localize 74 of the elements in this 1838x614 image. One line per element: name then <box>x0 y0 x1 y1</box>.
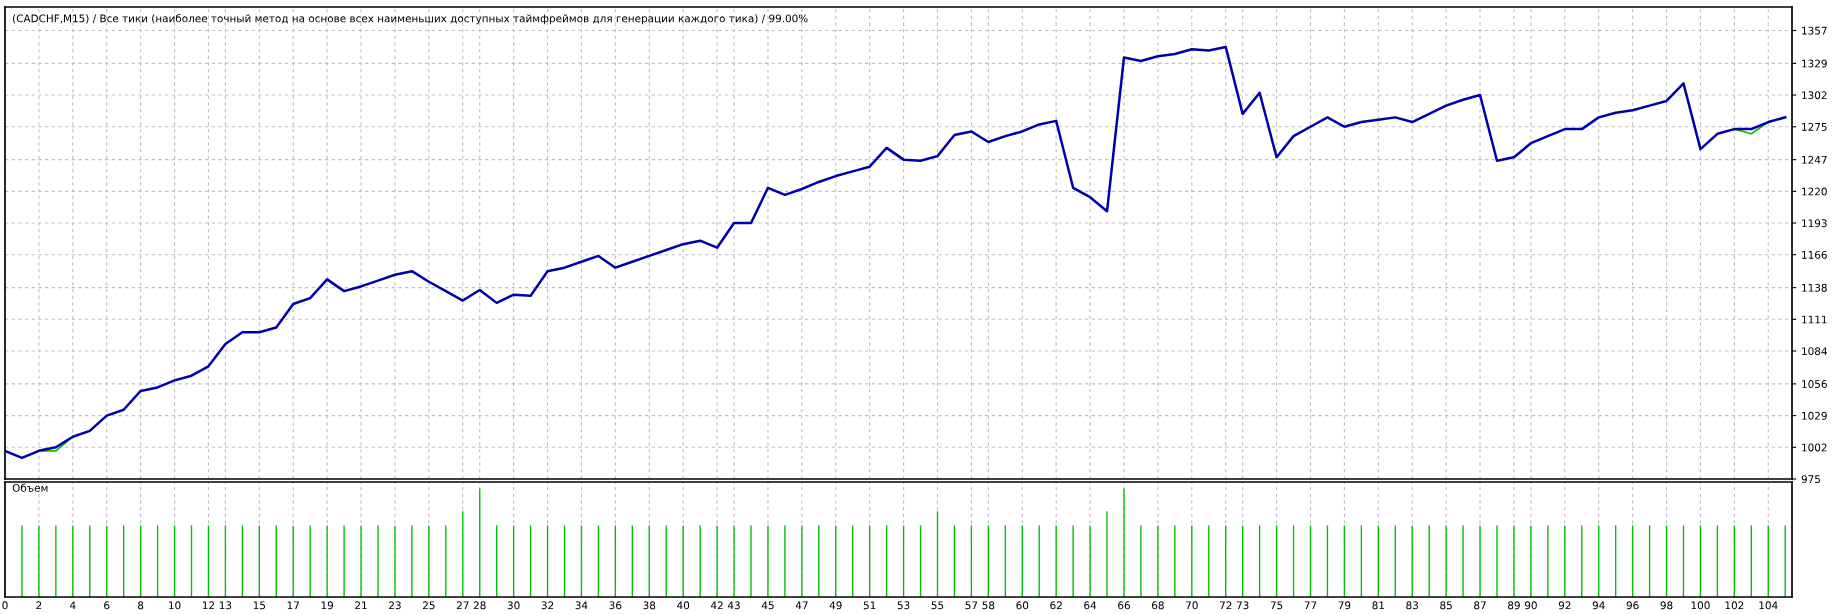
x-tick-label: 55 <box>931 601 944 610</box>
x-tick-label: 96 <box>1626 601 1639 610</box>
x-tick-label: 87 <box>1474 601 1486 610</box>
x-tick-label: 92 <box>1558 601 1571 610</box>
x-tick-label: 45 <box>761 601 774 610</box>
x-tick-label: 34 <box>575 601 588 610</box>
x-tick-label: 89 <box>1508 601 1520 610</box>
x-tick-label: 17 <box>287 601 299 610</box>
y-tick-label: 1193 <box>1802 219 1827 228</box>
x-tick-label: 85 <box>1440 601 1452 610</box>
y-tick-label: 1002 <box>1802 443 1827 452</box>
y-tick-label: 1329 <box>1802 59 1827 68</box>
text: (CADCHF,M15) / Все тики (наиболее точный метод на основе всех наименьших доступных таймфреймов для генерации каждого тика) / 99.00% <box>13 14 808 25</box>
x-tick-label: 2 <box>36 601 42 610</box>
x-tick-label: 47 <box>795 601 808 610</box>
x-tick-label: 70 <box>1186 601 1198 610</box>
y-tick-label: 1138 <box>1802 283 1827 292</box>
x-tick-label: 15 <box>253 601 266 610</box>
x-tick-label: 6 <box>104 601 110 610</box>
x-tick-label: 23 <box>389 601 401 610</box>
x-tick-label: 12 <box>202 601 215 610</box>
x-tick-label: 38 <box>643 601 656 610</box>
y-tick-label: 1084 <box>1802 347 1827 356</box>
x-tick-label: 4 <box>70 601 76 610</box>
x-tick-label: 19 <box>321 601 334 610</box>
x-tick-label: 40 <box>677 601 690 610</box>
x-tick-label: 51 <box>863 601 876 610</box>
y-tick-label: 1357 <box>1802 26 1827 35</box>
x-tick-label: 53 <box>897 601 910 610</box>
x-tick-label: 64 <box>1084 601 1097 610</box>
x-tick-label: 100 <box>1691 601 1710 610</box>
y-tick-label: 1029 <box>1802 411 1827 420</box>
x-tick-label: 42 <box>710 601 723 610</box>
x-tick-label: 104 <box>1759 601 1778 610</box>
x-tick-label: 66 <box>1118 601 1130 610</box>
y-tick-label: 1220 <box>1802 187 1827 196</box>
x-tick-label: 102 <box>1725 601 1744 610</box>
x-tick-label: 43 <box>727 601 740 610</box>
y-tick-label: 1275 <box>1802 122 1827 131</box>
x-tick-label: 83 <box>1406 601 1419 610</box>
x-tick-label: 32 <box>541 601 554 610</box>
x-tick-label: 28 <box>473 601 486 610</box>
x-tick-label: 30 <box>507 601 520 610</box>
x-tick-label: 13 <box>219 601 232 610</box>
x-tick-label: 72 <box>1219 601 1232 610</box>
x-tick-label: 77 <box>1304 601 1317 610</box>
y-tick-label: 1302 <box>1802 91 1827 100</box>
x-tick-label: 75 <box>1270 601 1283 610</box>
x-tick-label: 25 <box>423 601 435 610</box>
x-tick-label: 62 <box>1050 601 1062 610</box>
x-tick-label: 90 <box>1524 601 1537 610</box>
x-tick-label: 60 <box>1016 601 1029 610</box>
x-tick-label: 10 <box>169 601 181 610</box>
y-tick-label: 1247 <box>1802 155 1827 164</box>
chart-title: Объем <box>12 483 48 492</box>
x-tick-label: 98 <box>1660 601 1673 610</box>
y-tick-label: 1166 <box>1802 250 1827 259</box>
line-series <box>5 45 1787 460</box>
x-tick-label: 57 <box>965 601 978 610</box>
x-tick-label: 58 <box>982 601 995 610</box>
x-tick-label: 68 <box>1152 601 1164 610</box>
x-tick-label: 21 <box>355 601 367 610</box>
y-tick-label: 975 <box>1801 475 1820 484</box>
x-tick-label: 0 <box>2 601 8 610</box>
y-tick-label: 1056 <box>1802 380 1827 388</box>
x-tick-label: 8 <box>138 601 144 610</box>
x-tick-label: 49 <box>829 601 842 610</box>
x-tick-label: 94 <box>1592 601 1605 610</box>
x-tick-label: 27 <box>456 601 469 610</box>
x-tick-label: 73 <box>1236 601 1249 610</box>
x-tick-label: 79 <box>1338 601 1351 610</box>
x-tick-label: 81 <box>1372 601 1384 610</box>
x-tick-label: 36 <box>609 601 622 610</box>
y-tick-label: 1111 <box>1802 315 1827 324</box>
